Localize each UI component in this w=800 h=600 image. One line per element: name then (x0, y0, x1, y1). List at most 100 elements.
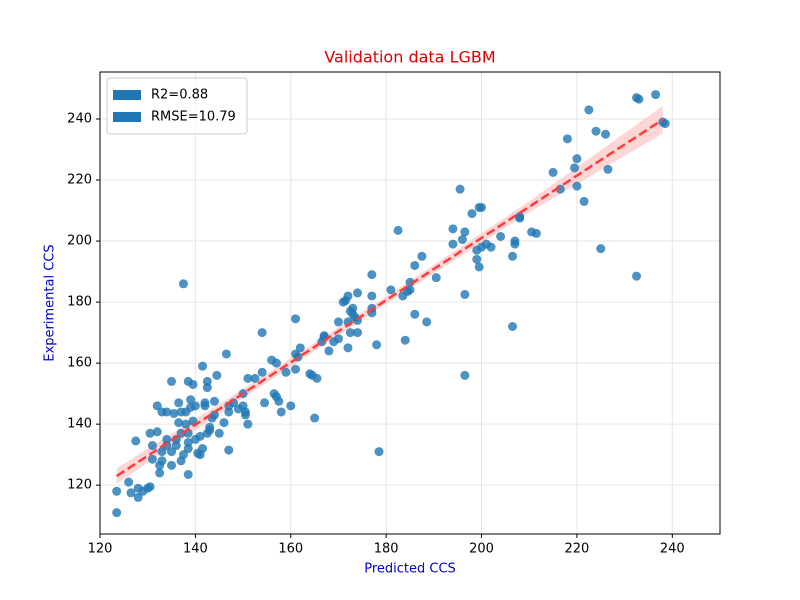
point (152, 401, 162, 411)
x-tick-label: 140 (183, 542, 208, 557)
point (343, 343, 353, 353)
point (200, 398, 210, 408)
point (531, 228, 541, 238)
point (198, 361, 208, 371)
point (257, 367, 267, 377)
point (410, 309, 420, 319)
fit-line (116, 118, 664, 478)
point (181, 419, 191, 429)
point (174, 398, 184, 408)
point (333, 334, 343, 344)
point (448, 239, 458, 249)
y-axis-label: Experimental CCS (43, 244, 58, 361)
point (460, 370, 470, 380)
point (271, 358, 281, 368)
point (133, 492, 143, 502)
point (131, 436, 141, 446)
point (243, 373, 253, 383)
point (367, 291, 377, 301)
point (167, 376, 177, 386)
point (291, 314, 301, 324)
point (372, 340, 382, 350)
point (162, 434, 172, 444)
point (124, 477, 134, 487)
point (276, 407, 286, 417)
point (167, 460, 177, 470)
point (410, 260, 420, 270)
point (632, 271, 642, 281)
point (152, 427, 162, 437)
point (474, 262, 484, 272)
point (570, 163, 580, 173)
point (591, 126, 601, 136)
y-tick-label: 200 (67, 234, 92, 249)
point (155, 468, 165, 478)
point (603, 164, 613, 174)
point (572, 154, 582, 164)
point (243, 419, 253, 429)
point (422, 317, 432, 327)
point (205, 425, 215, 435)
point (572, 181, 582, 191)
confidence-band (116, 105, 663, 484)
point (651, 90, 661, 100)
legend-label: R2=0.88 (151, 88, 208, 103)
x-tick-label: 160 (278, 542, 303, 557)
point (162, 407, 172, 417)
point (260, 398, 270, 408)
y-tick-label: 120 (67, 478, 92, 493)
point (188, 379, 198, 389)
point (448, 224, 458, 234)
legend-box (106, 77, 248, 135)
point (312, 373, 322, 383)
point (169, 408, 179, 418)
point (353, 328, 363, 338)
point (178, 279, 188, 289)
point (190, 401, 200, 411)
point (186, 395, 196, 405)
plot-frame (99, 71, 721, 535)
y-tick-label: 160 (67, 356, 92, 371)
point (167, 447, 177, 457)
point (496, 231, 506, 241)
point (195, 431, 205, 441)
point (214, 428, 224, 438)
legend-swatch (113, 112, 141, 122)
point (126, 488, 136, 498)
point (457, 235, 467, 245)
point (345, 328, 355, 338)
point (386, 285, 396, 295)
point (291, 364, 301, 374)
point (209, 410, 219, 420)
point (596, 244, 606, 254)
point (510, 236, 520, 246)
point (147, 441, 157, 451)
point (112, 486, 122, 496)
point (250, 373, 260, 383)
point (174, 418, 184, 428)
legend-label: RMSE=10.79 (151, 110, 236, 125)
point (198, 444, 208, 454)
point (209, 396, 219, 406)
point (145, 482, 155, 492)
point (367, 270, 377, 280)
point (393, 225, 403, 235)
point (224, 445, 234, 455)
point (548, 167, 558, 177)
point (460, 227, 470, 237)
point (281, 367, 291, 377)
point (486, 242, 496, 252)
point (508, 251, 518, 261)
point (257, 328, 267, 338)
point (417, 251, 427, 261)
point (212, 370, 222, 380)
point (579, 196, 589, 206)
point (374, 447, 384, 457)
point (455, 184, 465, 194)
point (333, 317, 343, 327)
x-tick-label: 120 (88, 542, 113, 557)
legend-swatch (113, 90, 141, 100)
point (240, 410, 250, 420)
point (634, 94, 644, 104)
